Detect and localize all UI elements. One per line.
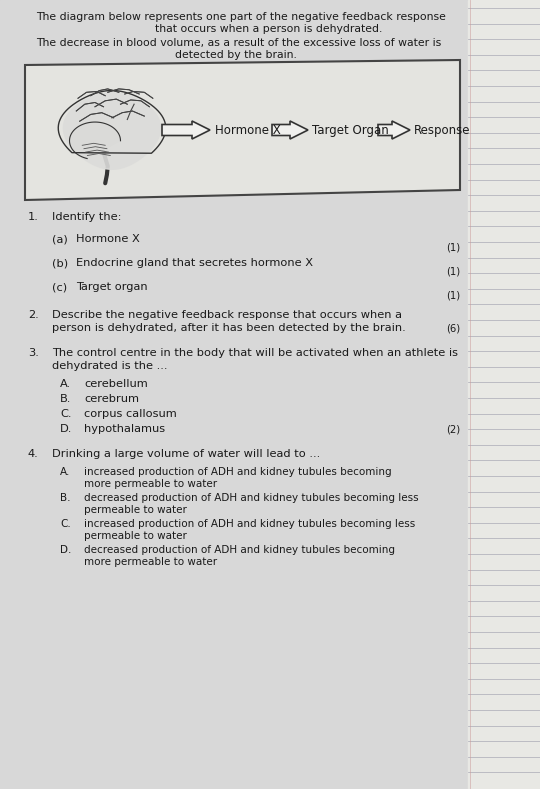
Text: increased production of ADH and kidney tubules becoming: increased production of ADH and kidney t… <box>84 467 392 477</box>
Text: 3.: 3. <box>28 348 39 358</box>
Text: cerebellum: cerebellum <box>84 379 148 389</box>
Polygon shape <box>272 121 308 139</box>
Text: 1.: 1. <box>28 212 39 222</box>
Text: (b): (b) <box>52 258 68 268</box>
Text: decreased production of ADH and kidney tubules becoming: decreased production of ADH and kidney t… <box>84 545 395 555</box>
Text: that occurs when a person is dehydrated.: that occurs when a person is dehydrated. <box>155 24 382 34</box>
Text: more permeable to water: more permeable to water <box>84 479 217 489</box>
Text: C.: C. <box>60 519 71 529</box>
Text: hypothalamus: hypothalamus <box>84 424 165 434</box>
Text: B.: B. <box>60 394 71 404</box>
Text: Endocrine gland that secretes hormone X: Endocrine gland that secretes hormone X <box>76 258 313 268</box>
Text: D.: D. <box>60 545 71 555</box>
Text: Hormone X: Hormone X <box>76 234 140 244</box>
Text: permeable to water: permeable to water <box>84 505 187 515</box>
Text: B.: B. <box>60 493 71 503</box>
Text: person is dehydrated, after it has been detected by the brain.: person is dehydrated, after it has been … <box>52 323 406 333</box>
Text: decreased production of ADH and kidney tubules becoming less: decreased production of ADH and kidney t… <box>84 493 418 503</box>
Text: Target Organ: Target Organ <box>312 124 389 136</box>
Polygon shape <box>378 121 410 139</box>
Text: C.: C. <box>60 409 71 419</box>
Text: D.: D. <box>60 424 72 434</box>
Text: (a): (a) <box>52 234 68 244</box>
Bar <box>0 0 468 789</box>
Text: dehydrated is the ...: dehydrated is the ... <box>52 361 167 371</box>
Text: A.: A. <box>60 379 71 389</box>
Text: (6): (6) <box>446 323 460 333</box>
Text: Identify the:: Identify the: <box>52 212 122 222</box>
Text: Response: Response <box>414 124 470 136</box>
Text: (1): (1) <box>446 290 460 300</box>
Text: (2): (2) <box>446 424 460 434</box>
Text: 2.: 2. <box>28 310 39 320</box>
Text: Describe the negative feedback response that occurs when a: Describe the negative feedback response … <box>52 310 402 320</box>
Polygon shape <box>63 93 160 170</box>
Text: Target organ: Target organ <box>76 282 147 292</box>
Text: permeable to water: permeable to water <box>84 531 187 541</box>
Text: corpus callosum: corpus callosum <box>84 409 177 419</box>
Text: increased production of ADH and kidney tubules becoming less: increased production of ADH and kidney t… <box>84 519 415 529</box>
Text: detected by the brain.: detected by the brain. <box>175 50 297 60</box>
Text: (1): (1) <box>446 242 460 252</box>
Text: The control centre in the body that will be activated when an athlete is: The control centre in the body that will… <box>52 348 458 358</box>
Text: The diagram below represents one part of the negative feedback response: The diagram below represents one part of… <box>36 12 446 22</box>
Text: 4.: 4. <box>28 449 39 459</box>
Text: cerebrum: cerebrum <box>84 394 139 404</box>
Text: (c): (c) <box>52 282 67 292</box>
Text: more permeable to water: more permeable to water <box>84 557 217 567</box>
Text: A.: A. <box>60 467 70 477</box>
Polygon shape <box>25 60 460 200</box>
Text: The decrease in blood volume, as a result of the excessive loss of water is: The decrease in blood volume, as a resul… <box>36 38 441 48</box>
Polygon shape <box>162 121 210 139</box>
Bar <box>468 0 540 789</box>
Text: Hormone X: Hormone X <box>215 124 281 136</box>
Text: (1): (1) <box>446 266 460 276</box>
Polygon shape <box>70 122 120 159</box>
Text: Drinking a large volume of water will lead to ...: Drinking a large volume of water will le… <box>52 449 320 459</box>
